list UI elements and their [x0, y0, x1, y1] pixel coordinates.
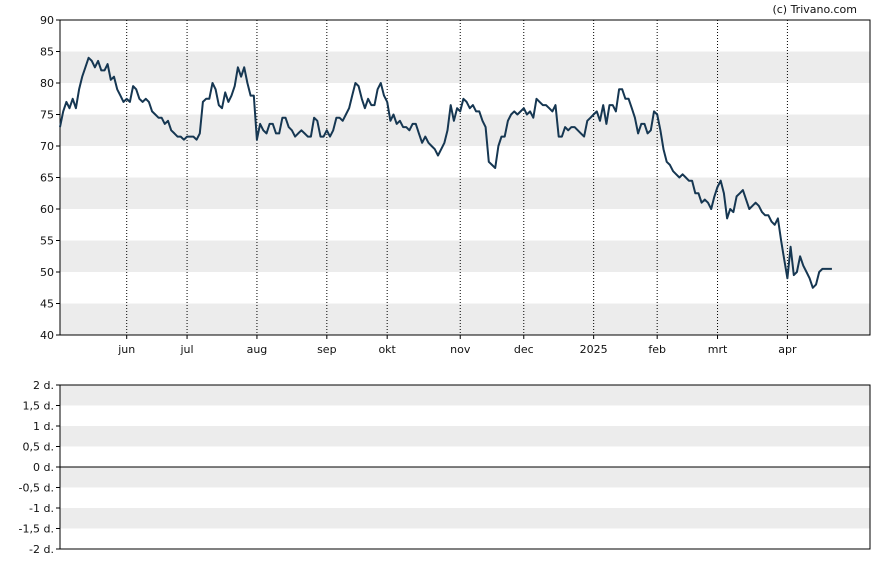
price-band — [60, 51, 870, 83]
x-tick-label: feb — [648, 343, 666, 356]
x-tick-label: aug — [247, 343, 268, 356]
price-band — [60, 240, 870, 272]
secondary-band — [60, 467, 870, 488]
y2-tick-label: 2 d. — [33, 379, 54, 392]
y-tick-label: 60 — [40, 203, 54, 216]
y2-tick-label: 0,5 d. — [23, 441, 54, 454]
secondary-panel: 2 d. 1,5 d. 1 d. 0,5 d. 0 d. -0,5 d. -1 d. -1,5… — [19, 379, 871, 556]
y2-tick-label: -0,5 d. — [19, 482, 54, 495]
y-tick-label: 40 — [40, 329, 54, 342]
y2-tick-label: -1,5 d. — [19, 523, 54, 536]
y-tick-label: 90 — [40, 14, 54, 27]
x-tick-label: jun — [117, 343, 135, 356]
y-tick-label: 70 — [40, 140, 54, 153]
secondary-band — [60, 426, 870, 447]
x-tick-label: dec — [514, 343, 534, 356]
secondary-band — [60, 508, 870, 529]
y-tick-label: 55 — [40, 235, 54, 248]
secondary-band — [60, 385, 870, 406]
y2-tick-label: 0 d. — [33, 461, 54, 474]
x-tick-label: sep — [317, 343, 336, 356]
y2-tick-label: 1,5 d. — [23, 400, 54, 413]
y2-tick-label: -1 d. — [29, 502, 54, 515]
x-tick-label: jul — [180, 343, 194, 356]
x-tick-label: apr — [778, 343, 797, 356]
price-series-line — [59, 56, 832, 289]
x-tick-label: mrt — [708, 343, 728, 356]
x-tick-label: nov — [450, 343, 471, 356]
price-band — [60, 114, 870, 146]
price-band — [60, 303, 870, 335]
y-tick-label: 75 — [40, 109, 54, 122]
y2-tick-label: 1 d. — [33, 420, 54, 433]
y-tick-label: 65 — [40, 172, 54, 185]
x-tick-label: 2025 — [580, 343, 608, 356]
y-tick-label: 80 — [40, 77, 54, 90]
copyright-text: (c) Trivano.com — [772, 3, 857, 16]
x-tick-label: okt — [378, 343, 396, 356]
y-tick-label: 85 — [40, 46, 54, 59]
y2-tick-label: -2 d. — [29, 543, 54, 556]
y-tick-label: 50 — [40, 266, 54, 279]
price-panel: 90 85 80 75 70 65 60 55 50 45 40 jun jul aug sep okt nov… — [40, 14, 871, 356]
y-tick-label: 45 — [40, 298, 54, 311]
